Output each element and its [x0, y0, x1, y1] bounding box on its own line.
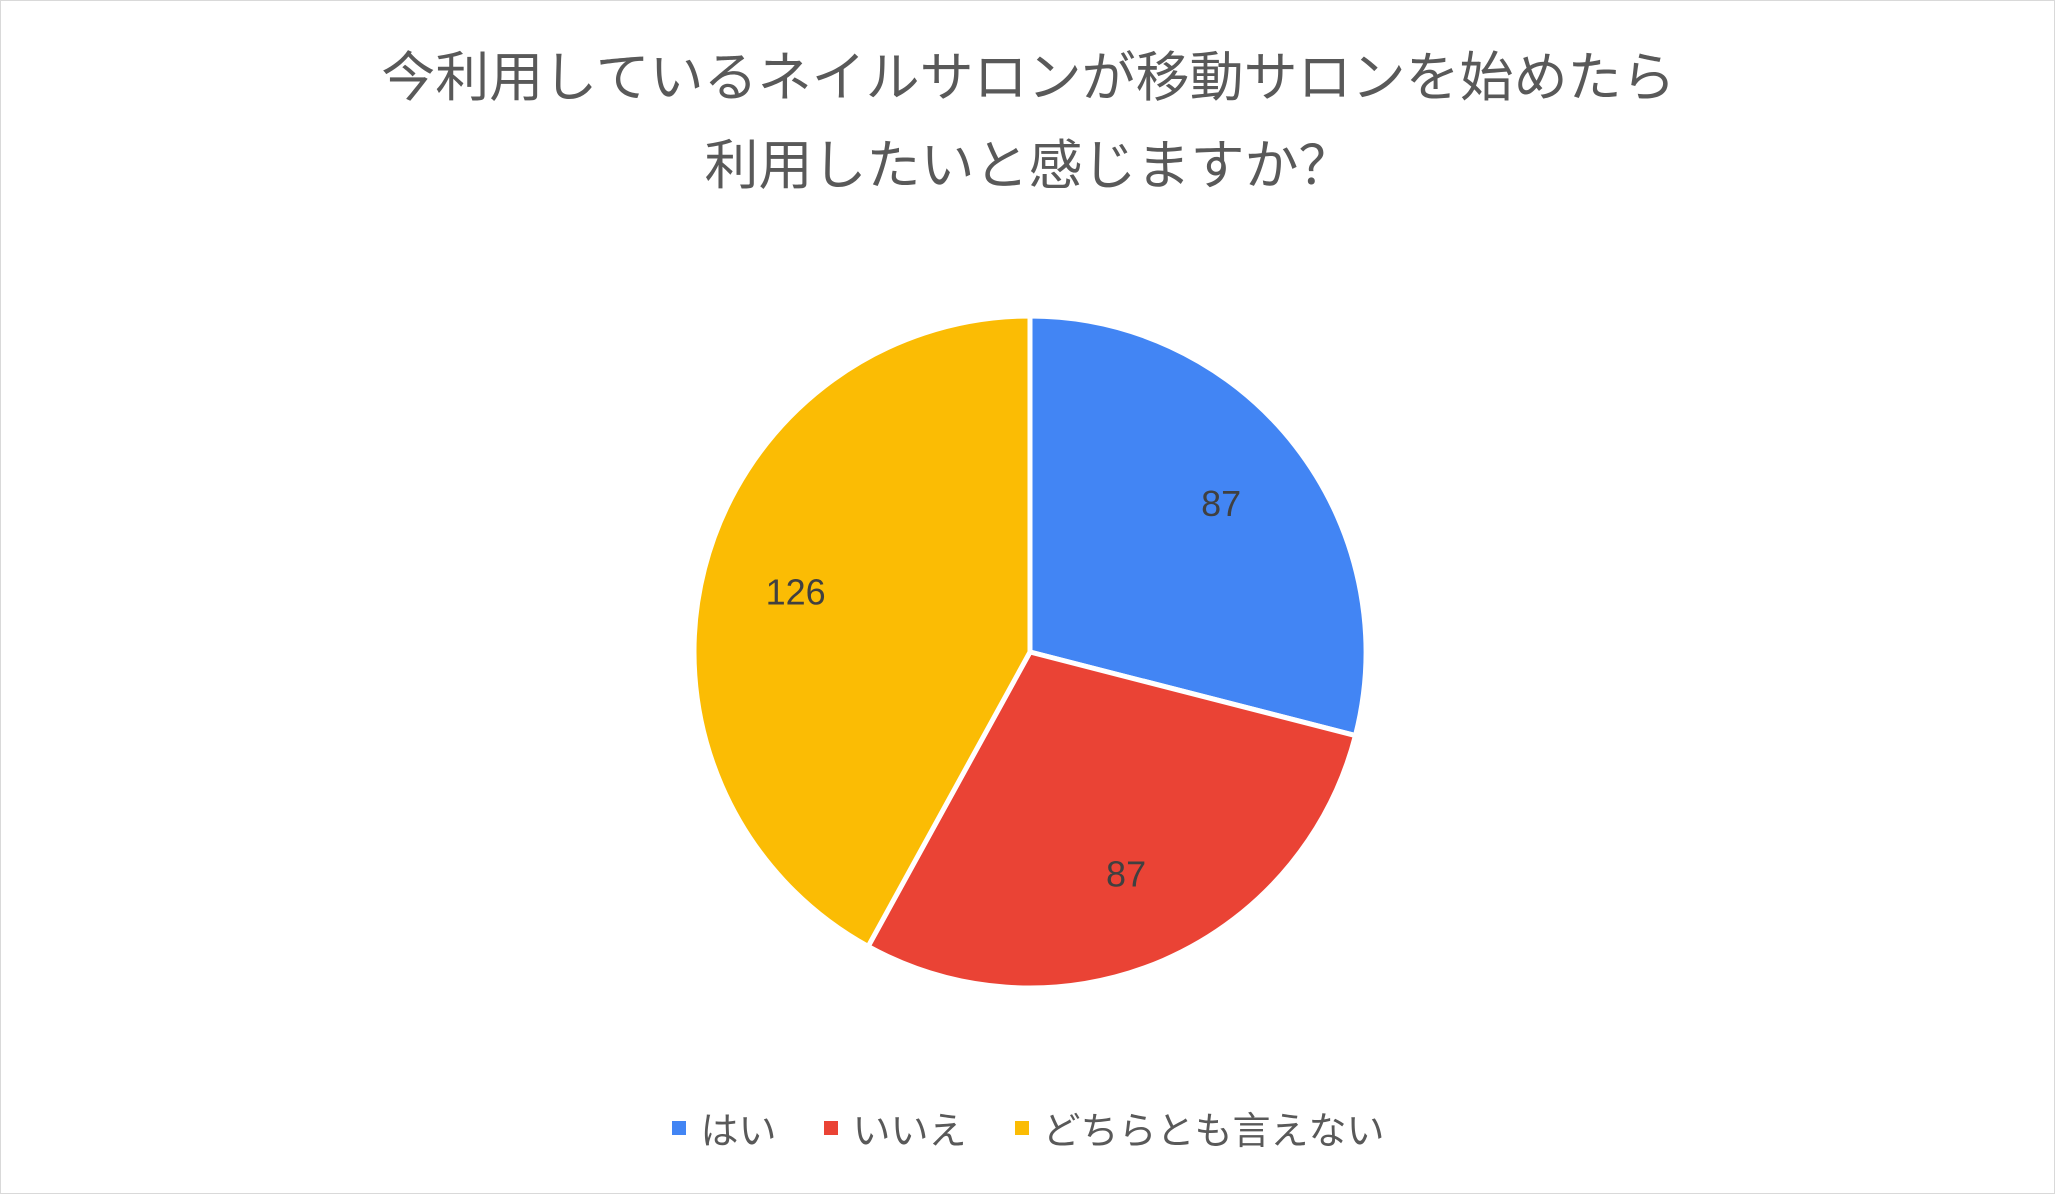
legend-item-yes: はい: [672, 1100, 776, 1155]
legend-label-neither: どちらとも言えない: [1042, 1109, 1385, 1153]
pie-slice-no: [865, 649, 1358, 991]
legend-swatch-neither: [1014, 1120, 1029, 1135]
pie-slice-yes: [1027, 313, 1369, 739]
legend-label-no: いいえ: [852, 1109, 967, 1153]
data-label-yes: 87: [1201, 483, 1241, 524]
legend-item-no: いいえ: [824, 1100, 967, 1155]
pie-slice-neither: [691, 313, 1033, 949]
chart-title-line-1: 今利用しているネイルサロンが移動サロンを始めたら: [381, 46, 1676, 109]
legend-item-neither: どちらとも言えない: [1014, 1100, 1385, 1155]
pie-data-labels: 87 87 126: [766, 483, 1242, 894]
legend-swatch-yes: [672, 1120, 687, 1135]
data-label-neither: 126: [766, 571, 826, 612]
chart-title-line-2: 利用したいと感じますか？: [704, 134, 1353, 197]
legend: はい いいえ どちらとも言えない: [0, 1100, 2057, 1155]
pie-slices: [691, 313, 1369, 991]
data-label-no: 87: [1106, 854, 1146, 895]
legend-label-yes: はい: [700, 1109, 777, 1153]
legend-swatch-no: [824, 1120, 839, 1135]
